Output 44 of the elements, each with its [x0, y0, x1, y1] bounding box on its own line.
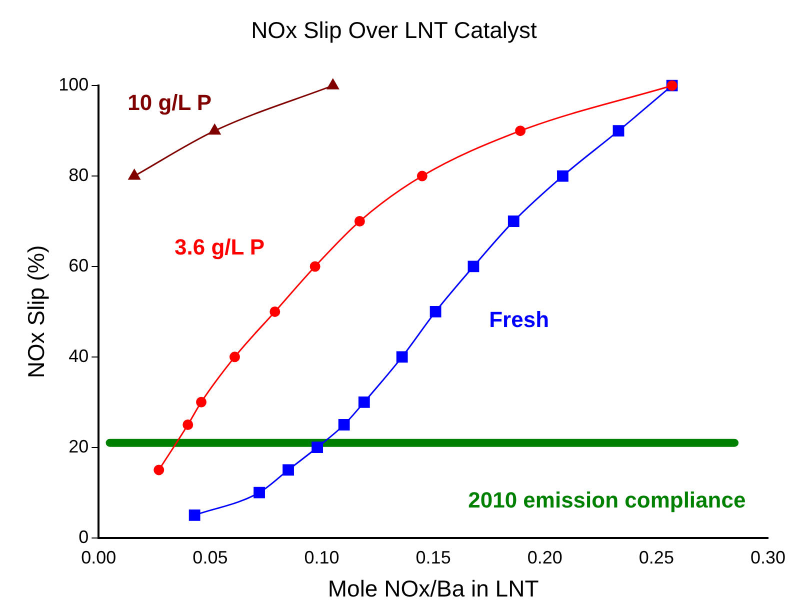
x-tick-label: 0.00: [81, 548, 116, 568]
chart-title: NOx Slip Over LNT Catalyst: [251, 17, 538, 44]
point: [326, 78, 339, 90]
point: [196, 396, 207, 408]
series-label: 10 g/L P: [128, 90, 212, 115]
x-tick-label: 0.10: [304, 548, 340, 568]
point: [430, 306, 442, 318]
series-label: 3.6 g/L P: [174, 234, 265, 260]
point: [282, 464, 294, 476]
point: [310, 261, 320, 272]
point: [208, 124, 221, 135]
series-label: Fresh: [489, 306, 550, 332]
point: [312, 442, 323, 454]
y-tick-label: 20: [68, 436, 89, 456]
x-tick-label: 0.20: [527, 548, 562, 568]
point: [254, 486, 265, 498]
point: [128, 169, 140, 180]
x-tick-label: 0.15: [416, 548, 451, 568]
point: [515, 126, 526, 136]
point: [416, 170, 428, 182]
point: [396, 351, 408, 363]
x-tick-label: 0.30: [750, 548, 786, 568]
point: [354, 216, 365, 227]
point: [154, 464, 164, 476]
point: [338, 419, 350, 430]
point: [188, 509, 200, 521]
x-tick-label: 0.05: [192, 548, 228, 568]
point: [358, 396, 370, 408]
text: 2010 emission compliance: [468, 488, 746, 513]
point: [229, 352, 240, 362]
point: [557, 170, 568, 182]
y-tick-label: 0: [78, 526, 89, 547]
point: [270, 306, 280, 317]
y-tick-label: 60: [68, 255, 89, 276]
x-tick-label: 0.25: [638, 548, 674, 568]
point: [508, 216, 520, 227]
point: [612, 125, 624, 137]
x-axis-title: Mole NOx/Ba in LNT: [328, 576, 539, 602]
y-tick-label: 80: [68, 165, 89, 186]
point: [182, 420, 194, 430]
y-tick-label: 40: [68, 346, 89, 366]
y-tick-label: 100: [58, 74, 89, 95]
y-axis-title: NOx Slip (%): [23, 245, 50, 378]
point: [468, 260, 480, 272]
